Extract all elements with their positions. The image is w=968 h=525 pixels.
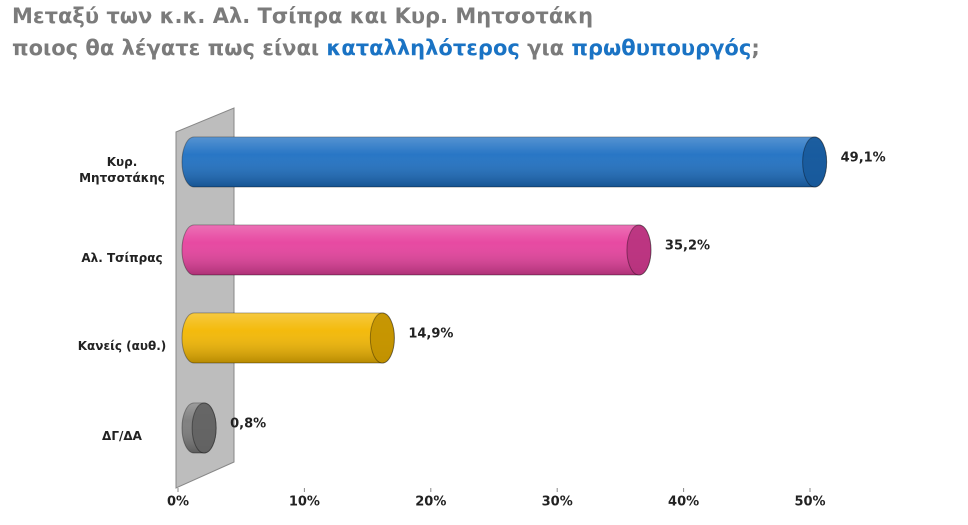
value-label: 14,9%: [408, 327, 453, 342]
x-tick-label: 40%: [668, 495, 699, 510]
bar-cap: [626, 224, 652, 276]
title-segment: ;: [751, 36, 760, 60]
back-wall: [175, 107, 235, 489]
title-line: Μεταξύ των κ.κ. Αλ. Τσίπρα και Κυρ. Μητσ…: [12, 4, 593, 28]
title-segment: πρωθυπουργός: [571, 36, 752, 60]
x-tick-label: 50%: [794, 495, 825, 510]
title-segment: καταλληλότερος: [326, 36, 520, 60]
bar-cap: [802, 136, 828, 188]
value-label: 35,2%: [665, 239, 710, 254]
bar-shade: [182, 225, 651, 275]
category-label: Κυρ. Μητσοτάκης: [79, 155, 165, 185]
x-tick-label: 0%: [167, 495, 189, 510]
bar-shade: [182, 137, 827, 187]
title-segment: ποιος θα λέγατε πως είναι: [12, 36, 327, 60]
category-label: Κανείς (αυθ.): [77, 339, 167, 353]
bar-cap: [369, 312, 395, 364]
category-label: ΔΓ/ΔΑ: [102, 429, 142, 443]
x-tick-label: 20%: [415, 495, 446, 510]
x-tick-label: 30%: [542, 495, 573, 510]
bar-cap: [191, 402, 217, 454]
title-segment: για: [519, 36, 572, 60]
title-line: ποιος θα λέγατε πως είναι καταλληλότερος…: [12, 36, 760, 60]
value-label: 49,1%: [841, 151, 886, 166]
category-label: Αλ. Τσίπρας: [81, 251, 163, 265]
value-label: 0,8%: [230, 417, 266, 432]
title-segment: Μεταξύ των κ.κ. Αλ. Τσίπρα και Κυρ. Μητσ…: [12, 4, 594, 28]
bar-shade: [182, 313, 395, 363]
x-tick-label: 10%: [289, 495, 320, 510]
